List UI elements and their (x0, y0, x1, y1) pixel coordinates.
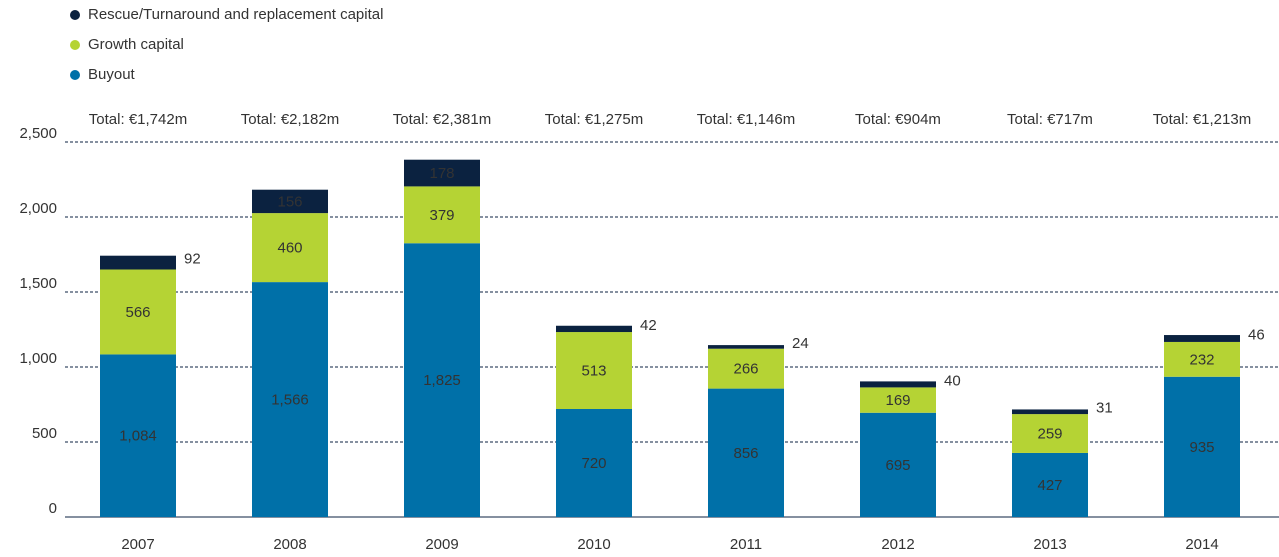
x-tick-label: 2008 (273, 536, 306, 553)
total-label: Total: €1,275m (545, 111, 643, 128)
bar-segment (708, 348, 784, 389)
x-tick-label: 2010 (577, 536, 610, 553)
y-tick-label: 1,000 (19, 350, 57, 367)
value-label: 695 (885, 457, 910, 474)
bar-segment (860, 387, 936, 413)
total-label: Total: €904m (855, 111, 941, 128)
total-label: Total: €1,742m (89, 111, 187, 128)
bar-segment (708, 345, 784, 349)
x-tick-label: 2011 (730, 536, 762, 553)
value-label: 513 (581, 362, 606, 379)
y-tick-label: 500 (32, 425, 57, 442)
value-label: 379 (429, 207, 454, 224)
value-label: 46 (1248, 326, 1265, 343)
value-label: 856 (733, 445, 758, 462)
y-tick-label: 2,500 (19, 125, 57, 142)
value-label: 31 (1096, 400, 1113, 417)
bar-segment (252, 282, 328, 517)
bar-segment (1012, 452, 1088, 517)
bar-segment (1012, 409, 1088, 415)
legend-label: Growth capital (88, 36, 184, 53)
bar-segment (556, 409, 632, 517)
x-tick-label: 2014 (1185, 536, 1218, 553)
x-tick-label: 2013 (1033, 536, 1066, 553)
bar-segment (404, 159, 480, 187)
value-label: 720 (581, 455, 606, 472)
total-label: Total: €717m (1007, 111, 1093, 128)
total-label: Total: €2,381m (393, 111, 491, 128)
value-label: 1,566 (271, 392, 309, 409)
x-tick-label: 2012 (881, 536, 914, 553)
bar-segment (1012, 414, 1088, 453)
x-tick-label: 2007 (121, 536, 154, 553)
y-tick-label: 0 (49, 500, 57, 517)
bar-segment (252, 213, 328, 283)
total-label: Total: €1,146m (697, 111, 795, 128)
value-label: 169 (885, 392, 910, 409)
legend-label: Rescue/Turnaround and replacement capita… (88, 6, 383, 23)
x-tick-label: 2009 (425, 536, 458, 553)
bar-segment (100, 269, 176, 355)
legend-swatch (70, 10, 80, 20)
bar-segment (556, 325, 632, 333)
bar-segment (860, 412, 936, 517)
value-label: 1,825 (423, 372, 461, 389)
value-label: 42 (640, 317, 657, 334)
bar-segment (1164, 376, 1240, 517)
bar-segment (404, 186, 480, 244)
value-label: 935 (1189, 439, 1214, 456)
value-label: 156 (277, 193, 302, 210)
bar-segment (1164, 341, 1240, 377)
bar-segment (100, 255, 176, 270)
value-label: 92 (184, 251, 201, 268)
total-label: Total: €2,182m (241, 111, 339, 128)
value-label: 259 (1037, 425, 1062, 442)
total-label: Total: €1,213m (1153, 111, 1251, 128)
legend-swatch (70, 40, 80, 50)
value-label: 40 (944, 372, 961, 389)
value-label: 1,084 (119, 428, 157, 445)
bar-segment (556, 332, 632, 409)
value-label: 460 (277, 240, 302, 257)
value-label: 178 (429, 165, 454, 182)
bar-segment (404, 243, 480, 517)
value-label: 232 (1189, 351, 1214, 368)
value-label: 566 (125, 304, 150, 321)
legend-label: Buyout (88, 66, 136, 83)
value-label: 427 (1037, 477, 1062, 494)
bar-segment (1164, 335, 1240, 342)
bar-segment (100, 354, 176, 517)
y-tick-label: 1,500 (19, 275, 57, 292)
value-label: 24 (792, 335, 809, 352)
legend-swatch (70, 70, 80, 80)
bar-segment (708, 388, 784, 517)
y-tick-label: 2,000 (19, 200, 57, 217)
bar-segment (860, 381, 936, 388)
bar-segment (252, 189, 328, 214)
value-label: 266 (733, 361, 758, 378)
